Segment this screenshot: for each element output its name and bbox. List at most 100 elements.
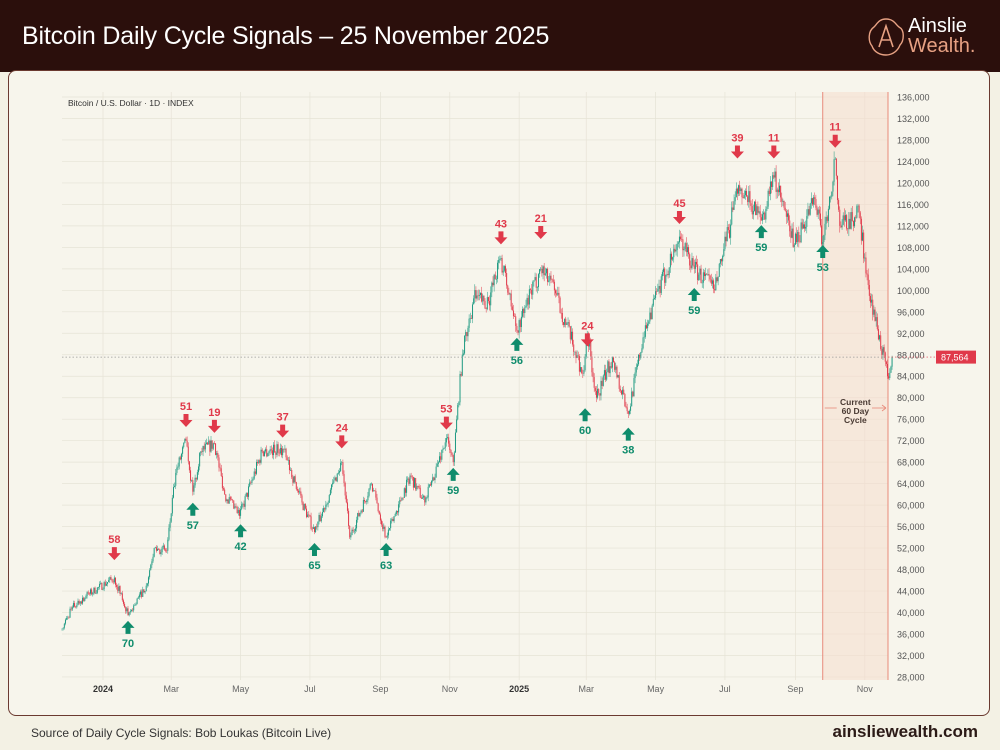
candle [743,195,745,198]
candle [852,220,854,227]
candle [117,587,119,591]
candle [492,282,494,286]
candle [327,502,329,505]
candle [630,406,632,411]
candle [271,450,273,456]
candle [865,257,867,274]
website-link[interactable]: ainsliewealth.com [832,722,979,741]
candle [445,437,447,443]
signal-low-label: 38 [622,445,634,457]
x-tick-label: Sep [787,684,803,694]
signal-low-label: 70 [122,638,134,650]
candle [242,503,244,505]
candle [565,318,567,325]
candle [250,482,252,484]
candle [179,457,181,460]
candle [243,503,245,507]
candle [829,196,831,209]
candle [202,446,204,452]
candle [218,457,220,468]
candle [717,276,719,282]
candle [508,292,510,295]
candle [643,336,645,338]
x-tick-label: Mar [163,684,179,694]
candle [721,259,723,262]
candle [543,266,545,276]
candle [769,181,771,195]
candle [869,295,871,303]
candle [104,582,106,586]
signal-down-arrow-icon [276,424,290,438]
candle [591,356,593,373]
candle [780,185,782,198]
x-tick-label: 2025 [509,684,529,694]
cycle-signals: 58 70 51 57 19 42 37 65 24 63 53 59 43 56 21 60 24 38 45 59… [107,122,842,650]
candle [615,366,617,370]
candle [241,504,243,510]
candle [68,617,70,619]
y-tick-label: 112,000 [897,221,929,231]
candle [793,244,795,247]
candle [539,269,541,275]
candle [309,515,311,517]
candle [815,199,817,208]
candle [443,447,445,449]
candle [184,438,186,443]
candle [584,356,586,371]
candle [359,512,361,517]
candle [776,189,778,192]
current-cycle-shade [822,92,888,680]
signal-low-label: 63 [380,560,392,572]
candle [62,627,64,629]
signal-down-arrow-icon [335,435,349,449]
candle [416,485,418,490]
candle [348,510,350,526]
candle [683,249,685,251]
candle [208,440,210,445]
candle [883,347,885,353]
candle [648,321,650,324]
candle [450,449,452,453]
candle [223,488,225,490]
candle [694,261,696,269]
candle [451,452,453,456]
candle [551,279,553,281]
candle [735,188,737,198]
candle [418,485,420,488]
candle [606,372,608,380]
candle [86,592,88,597]
candle [614,362,616,370]
candle [168,527,170,540]
candle [178,457,180,467]
candle [245,492,247,497]
candle [501,258,503,273]
candle [130,609,132,612]
candle [216,453,218,455]
candle [439,456,441,463]
candle [354,528,356,531]
candle [351,529,353,536]
candle [603,370,605,376]
candle [548,280,550,282]
candle [805,226,807,229]
candle [126,608,128,612]
candle [421,497,423,499]
candle [158,549,160,550]
candle [777,189,779,193]
candle [425,497,427,503]
candle [374,490,376,492]
candle [663,268,665,272]
candle [320,516,322,522]
candle [362,500,364,512]
candle [789,220,791,232]
candle [715,277,717,291]
candle [633,378,635,397]
candle [525,305,527,308]
candle [84,598,86,601]
candle [873,309,875,315]
candle [879,335,881,340]
candle [600,380,602,396]
candle [170,513,172,522]
candle [642,337,644,349]
candle [760,217,762,221]
